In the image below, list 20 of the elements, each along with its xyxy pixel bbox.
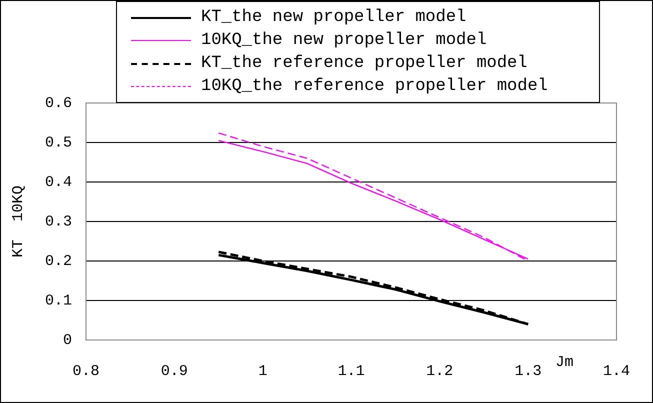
x-tick-label: 1.2 <box>426 362 454 380</box>
y-tick-label: 0.4 <box>44 174 72 191</box>
x-tick-label: 1.3 <box>514 362 542 380</box>
x-tick-label: 0.9 <box>160 362 188 380</box>
y-tick-label: 0.3 <box>44 213 72 230</box>
legend-label: KT_the new propeller model <box>201 8 466 27</box>
legend-label: 10KQ_the reference propeller model <box>201 77 548 96</box>
y-tick-label: 0 <box>62 332 72 349</box>
legend-label: 10KQ_the new propeller model <box>201 31 487 50</box>
x-axis-title: Jm <box>555 354 574 371</box>
x-tick-label: 1.4 <box>602 362 630 380</box>
y-tick-label: 0.1 <box>44 292 72 310</box>
y-tick-label: 0.5 <box>44 134 72 152</box>
y-axis-title: KT 10KQ <box>10 185 27 258</box>
x-tick-label: 1.1 <box>338 362 365 380</box>
x-tick-label: 1 <box>258 362 268 380</box>
x-tick-label: 0.8 <box>72 362 100 380</box>
y-tick-label: 0.6 <box>44 94 72 112</box>
legend-label: KT_the reference propeller model <box>201 54 528 73</box>
y-tick-label: 0.2 <box>44 252 72 270</box>
